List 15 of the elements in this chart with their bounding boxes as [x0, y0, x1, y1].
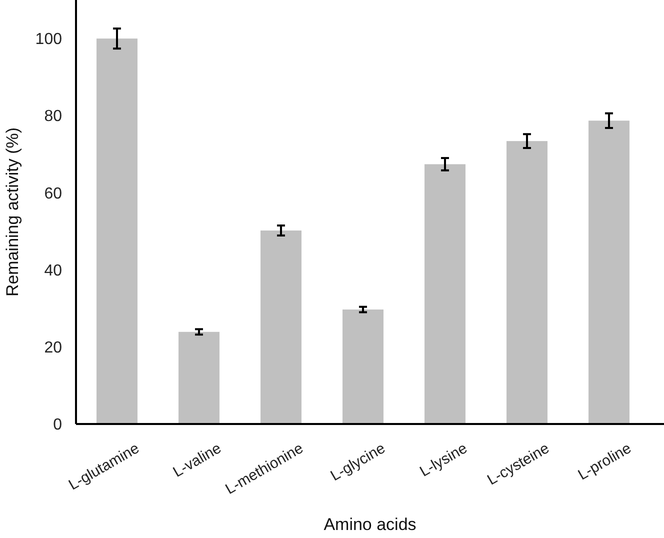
y-axis-title: Remaining activity (%): [3, 127, 22, 297]
x-axis-title: Amino acids: [324, 515, 416, 534]
y-tick-label: 80: [44, 108, 62, 126]
bar: [260, 230, 302, 424]
y-tick-label: 40: [44, 262, 62, 280]
bar: [588, 120, 630, 424]
bar: [342, 310, 384, 424]
y-tick-label: 60: [44, 185, 62, 202]
bar: [178, 332, 220, 424]
y-tick-label: 0: [53, 416, 62, 434]
y-tick-label: 20: [44, 340, 62, 357]
bar: [506, 141, 548, 424]
y-tick-label: 100: [35, 31, 62, 48]
bar: [96, 38, 138, 424]
bar: [424, 164, 466, 424]
